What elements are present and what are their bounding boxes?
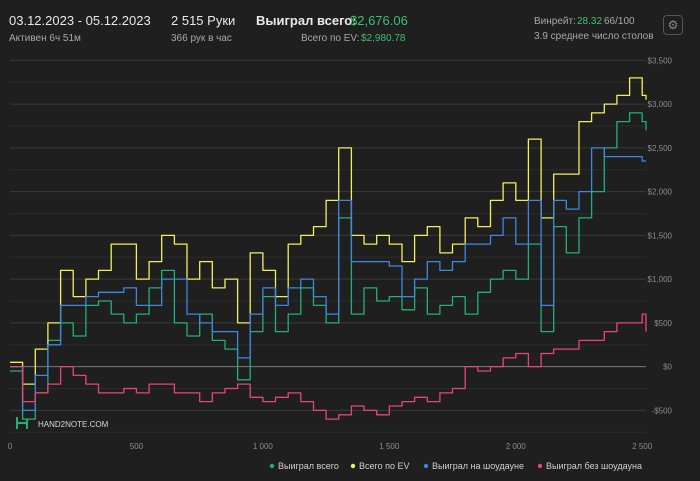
legend-marker (269, 463, 275, 469)
ev-label: Всего по EV: (301, 33, 360, 44)
avg-tables: 3.9 среднее число столов (534, 31, 654, 42)
hands-per-hour: 366 рук в час (171, 33, 232, 44)
legend-entry[interactable]: Выиграл всего (278, 461, 339, 471)
series-line (10, 112, 647, 420)
winrate-value: 28.32 (577, 16, 603, 27)
x-tick-label: 1 000 (253, 442, 274, 451)
series-line (10, 147, 646, 412)
ev-value: $2,980.78 (361, 33, 406, 44)
legend-entry[interactable]: Выиграл на шоудауне (432, 461, 524, 471)
active-time: Активен 6ч 51м (9, 33, 81, 44)
series-line (10, 77, 647, 385)
legend-entry[interactable]: Всего по EV (359, 461, 409, 471)
legend-marker (423, 463, 429, 469)
y-tick-label: -$500 (652, 406, 673, 415)
hand2note-logo: HAND2NOTE.COM (16, 417, 109, 429)
y-tick-label: $500 (654, 319, 672, 328)
won-total-value: $2,676.06 (350, 13, 408, 28)
date-range[interactable]: 03.12.2023 - 05.12.2023 (9, 13, 151, 28)
winrate-suffix: 66/100 (604, 16, 635, 27)
y-tick-label: $3,000 (648, 100, 673, 109)
winrate-label: Винрейт: (534, 16, 576, 27)
x-tick-label: 0 (8, 442, 13, 451)
y-tick-label: $3,500 (648, 56, 673, 65)
gear-icon[interactable]: ⚙ (663, 15, 683, 35)
hands-count: 2 515 Руки (171, 13, 236, 28)
series-line (10, 313, 647, 420)
watermark-text: HAND2NOTE.COM (38, 420, 109, 429)
legend-marker (537, 463, 543, 469)
y-tick-label: $0 (663, 363, 672, 372)
x-tick-label: 2 000 (506, 442, 527, 451)
legend-entry[interactable]: Выиграл без шоудауна (546, 461, 642, 471)
x-tick-label: 2 500 (632, 442, 653, 451)
y-tick-label: $2,500 (648, 144, 673, 153)
x-tick-label: 1 500 (379, 442, 400, 451)
legend-marker (350, 463, 356, 469)
y-tick-label: $1,500 (648, 231, 673, 240)
stats-header: 03.12.2023 - 05.12.2023 Активен 6ч 51м 2… (0, 0, 700, 50)
won-total-label: Выиграл всего: (256, 13, 357, 28)
x-tick-label: 500 (130, 442, 144, 451)
y-tick-label: $1,000 (648, 275, 673, 284)
y-tick-label: $2,000 (648, 188, 673, 197)
